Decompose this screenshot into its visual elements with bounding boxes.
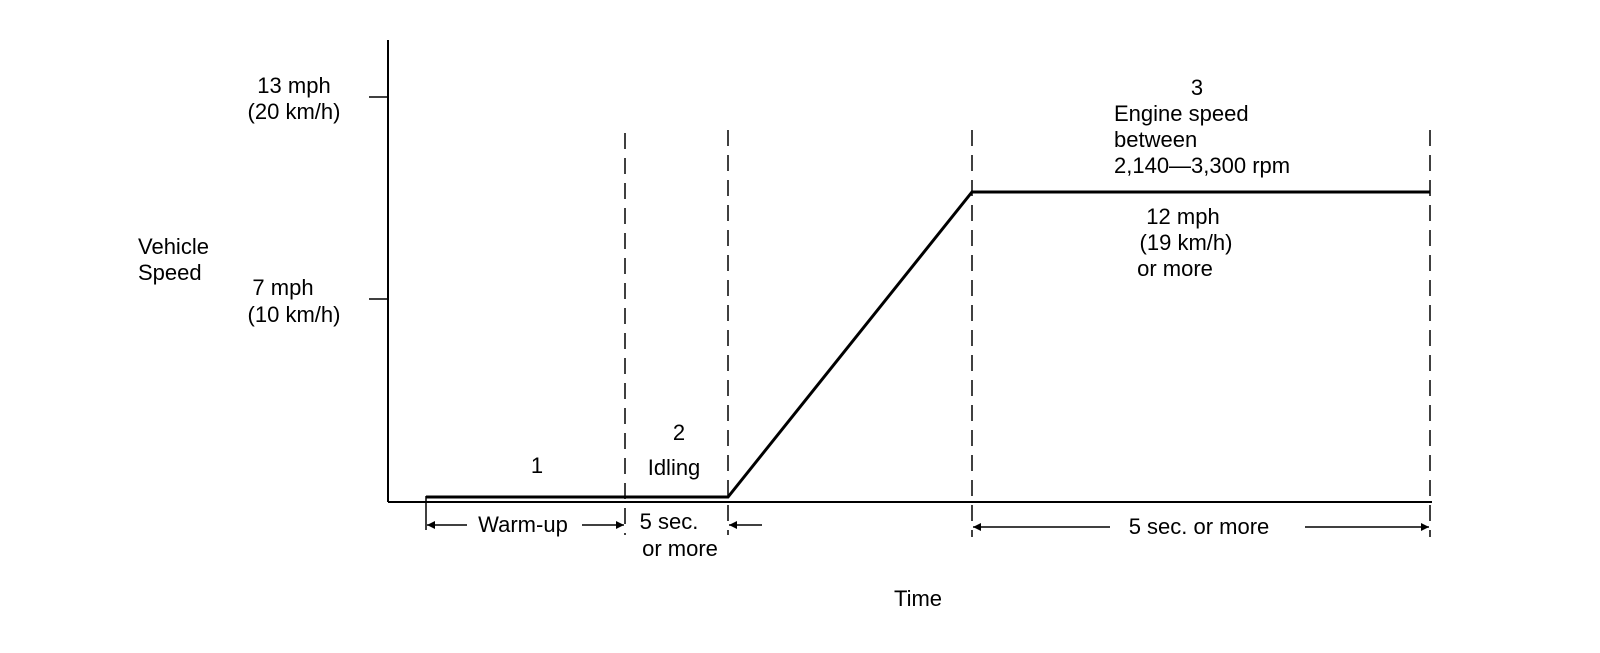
y-tick-label-7mph: 7 mph	[252, 275, 313, 300]
phase-3-label-line1: Engine speed	[1114, 101, 1249, 126]
phase-2-label: Idling	[648, 455, 701, 480]
speed-profile-line	[426, 190, 1430, 499]
y-tick-label-20kmh: (20 km/h)	[248, 99, 341, 124]
idling-duration-line2: or more	[642, 536, 718, 561]
y-tick-label-13mph: 13 mph	[257, 73, 330, 98]
phase-1-number: 1	[531, 453, 543, 478]
phase-2-number: 2	[673, 420, 685, 445]
idling-duration-line1: 5 sec.	[640, 509, 699, 534]
x-axis-title: Time	[894, 586, 942, 611]
phase-3-label-line2: between	[1114, 127, 1197, 152]
warmup-label: Warm-up	[478, 512, 568, 537]
phase-3-label-line3: 2,140—3,300 rpm	[1114, 153, 1290, 178]
phase-3-number: 3	[1191, 75, 1203, 100]
y-tick-label-10kmh: (10 km/h)	[248, 302, 341, 327]
y-axis-title-line2: Speed	[138, 260, 202, 285]
phase-3-speed-line3: or more	[1137, 256, 1213, 281]
phase-3-speed-line1: 12 mph	[1146, 204, 1219, 229]
phase-3-duration: 5 sec. or more	[1129, 514, 1270, 539]
y-axis-title-line1: Vehicle	[138, 234, 209, 259]
phase-3-speed-line2: (19 km/h)	[1140, 230, 1233, 255]
